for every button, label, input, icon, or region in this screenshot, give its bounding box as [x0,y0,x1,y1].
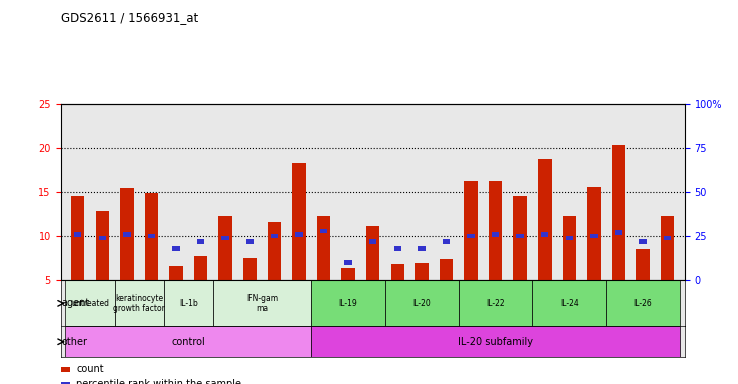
Bar [562,216,576,280]
Bar [164,280,213,326]
Bar [639,239,646,244]
Text: IFN-gam
ma: IFN-gam ma [246,294,278,313]
Bar [415,263,429,280]
Bar [99,236,106,240]
Bar [514,195,527,280]
Bar [218,216,232,280]
Text: IL-1b: IL-1b [179,299,198,308]
Text: IL-26: IL-26 [634,299,652,308]
Bar [148,234,155,238]
Text: percentile rank within the sample: percentile rank within the sample [76,379,241,384]
Bar [123,232,131,237]
Bar [369,239,376,244]
Bar [440,259,453,280]
Bar [114,280,164,326]
Bar [292,163,306,280]
Bar [390,263,404,280]
Bar [311,326,680,357]
Bar [74,232,81,237]
Bar [66,326,311,357]
Text: keratinocyte
growth factor: keratinocyte growth factor [113,294,165,313]
Text: IL-20: IL-20 [413,299,431,308]
Text: IL-20 subfamily: IL-20 subfamily [458,337,533,347]
Bar [565,236,573,240]
Bar [587,187,601,280]
Bar [464,181,477,280]
Bar [320,228,327,233]
Bar [459,280,532,326]
Bar [271,234,278,238]
Bar [636,250,650,280]
Bar [532,280,606,326]
Bar [295,232,303,237]
Bar [268,222,281,280]
Bar [366,227,379,280]
Bar [590,234,598,238]
Bar [538,159,551,280]
Bar [418,246,426,251]
Bar [213,280,311,326]
Bar [173,246,180,251]
Bar [517,234,524,238]
Bar [169,266,183,280]
Text: agent: agent [61,298,89,308]
Bar [71,197,84,280]
Text: IL-19: IL-19 [339,299,357,308]
Bar [492,232,500,237]
Text: GDS2611 / 1566931_at: GDS2611 / 1566931_at [61,12,198,25]
Bar [95,212,109,280]
Text: control: control [171,337,205,347]
Bar [661,216,675,280]
Bar [66,280,114,326]
Text: count: count [76,364,103,374]
Bar [145,193,158,280]
Bar [467,234,475,238]
Bar [243,258,257,280]
Bar [345,260,352,265]
Text: IL-22: IL-22 [486,299,505,308]
Bar [120,188,134,280]
Bar [443,239,450,244]
Bar [489,180,503,280]
Bar [342,268,355,280]
Bar [615,230,622,235]
Bar [197,239,204,244]
Bar [221,236,229,240]
Bar [664,236,672,240]
Bar [393,246,401,251]
Bar [385,280,459,326]
Bar [194,257,207,280]
Text: IL-24: IL-24 [560,299,579,308]
Text: other: other [61,337,87,347]
Bar [541,232,548,237]
Bar [246,239,254,244]
Bar [317,216,331,280]
Bar [612,145,625,280]
Bar [311,280,385,326]
Bar [606,280,680,326]
Text: untreated: untreated [71,299,109,308]
